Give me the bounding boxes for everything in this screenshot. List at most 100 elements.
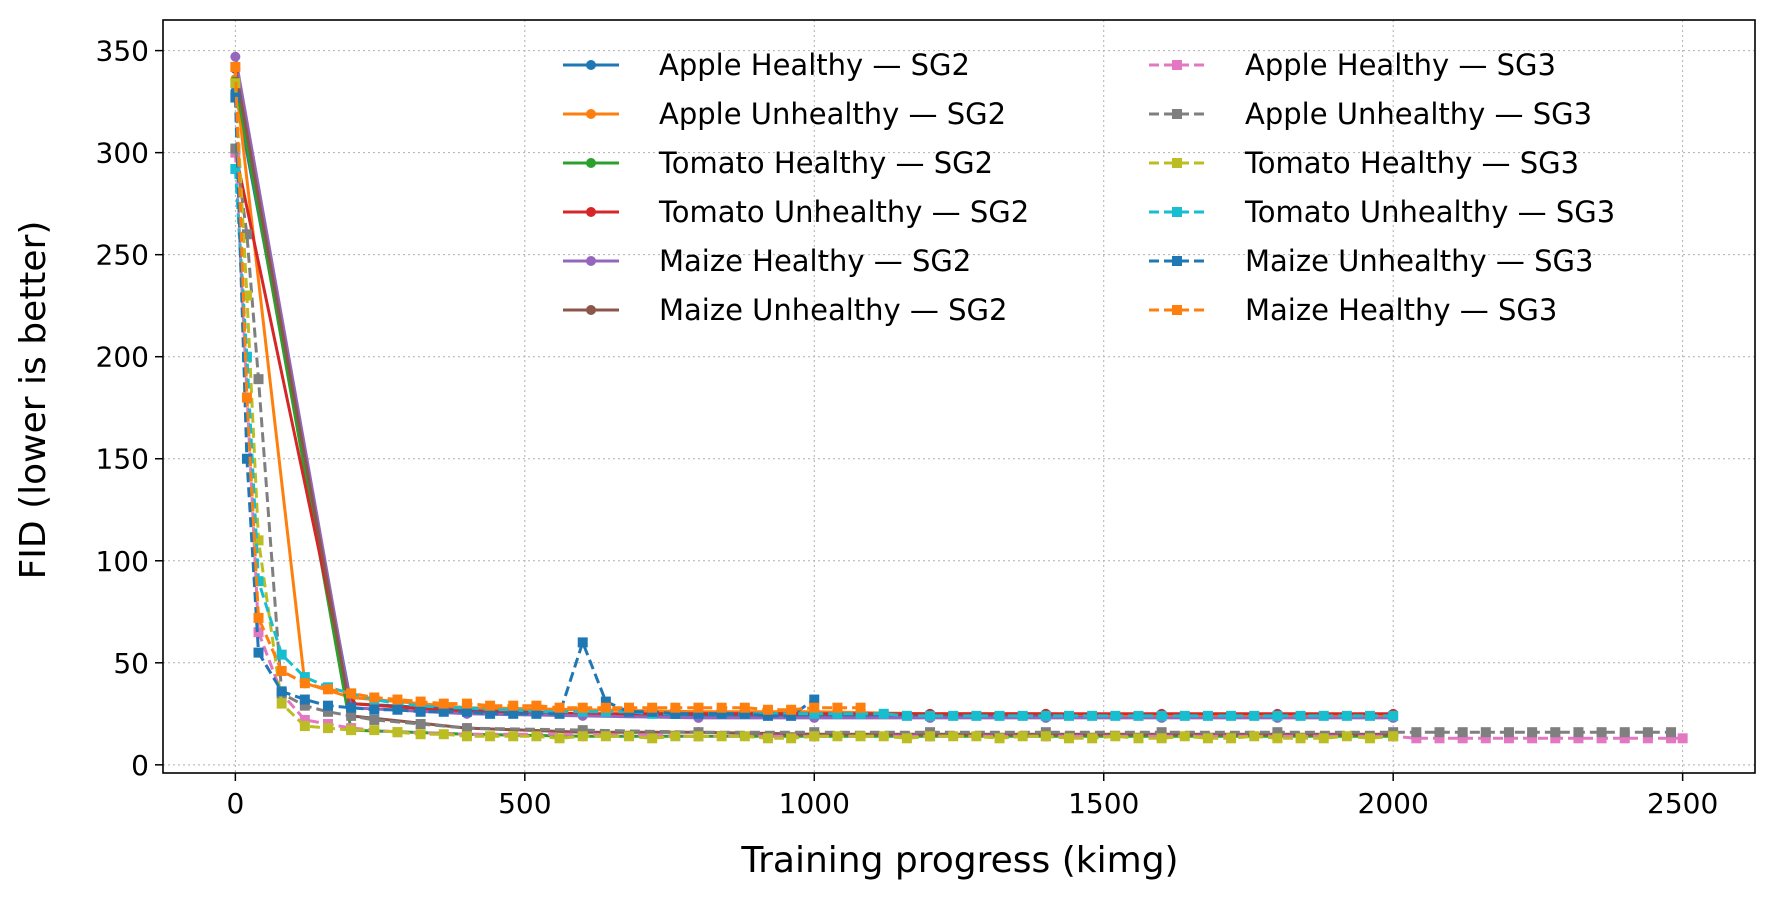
series-11: [230, 61, 866, 715]
data-point: [1388, 731, 1399, 742]
data-point: [1110, 710, 1121, 721]
data-point: [855, 708, 866, 719]
data-point: [832, 708, 843, 719]
data-point: [438, 706, 449, 717]
data-point: [461, 731, 472, 742]
data-point: [415, 729, 426, 740]
data-point: [739, 708, 750, 719]
data-point: [1434, 727, 1445, 738]
data-point: [241, 453, 252, 464]
data-point: [1666, 727, 1677, 738]
legend-swatch-marker: [1172, 158, 1182, 168]
data-point: [461, 698, 472, 709]
x-tick-label: 2000: [1358, 787, 1429, 820]
data-point: [577, 637, 588, 648]
data-point: [1133, 710, 1144, 721]
legend-label: Maize Healthy — SG2: [659, 244, 971, 278]
data-point: [1017, 731, 1028, 742]
data-point: [925, 710, 936, 721]
data-point: [1341, 731, 1352, 742]
data-point: [1457, 733, 1468, 744]
data-point: [1365, 710, 1376, 721]
data-point: [948, 710, 959, 721]
data-point: [1642, 727, 1653, 738]
y-tick-label: 50: [113, 647, 149, 680]
data-point: [1596, 727, 1607, 738]
data-point: [1110, 731, 1121, 742]
data-point: [693, 708, 704, 719]
legend-label: Maize Healthy — SG3: [1245, 293, 1557, 327]
data-point: [1619, 733, 1630, 744]
data-point: [809, 694, 820, 705]
data-point: [253, 647, 264, 658]
data-point: [1341, 710, 1352, 721]
data-point: [971, 710, 982, 721]
data-point: [1573, 727, 1584, 738]
data-point: [855, 731, 866, 742]
data-point: [322, 706, 333, 717]
data-point: [1087, 710, 1098, 721]
legend-swatch-marker: [586, 60, 596, 70]
data-point: [647, 702, 658, 713]
legend-label: Tomato Healthy — SG3: [1244, 146, 1579, 180]
data-point: [1480, 733, 1491, 744]
data-point: [392, 727, 403, 738]
data-point: [1063, 733, 1074, 744]
data-point: [670, 731, 681, 742]
data-point: [1527, 727, 1538, 738]
data-point: [230, 51, 241, 62]
legend-entry: Tomato Unhealthy — SG2: [563, 195, 1029, 229]
data-point: [739, 731, 750, 742]
data-point: [241, 290, 252, 301]
data-point: [1642, 733, 1653, 744]
data-point: [1063, 710, 1074, 721]
data-point: [253, 535, 264, 546]
data-point: [1017, 710, 1028, 721]
data-point: [276, 698, 287, 709]
data-point: [369, 704, 380, 715]
data-point: [276, 665, 287, 676]
data-point: [253, 627, 264, 638]
data-point: [230, 143, 241, 154]
legend-label: Apple Unhealthy — SG2: [659, 97, 1006, 131]
data-point: [1249, 710, 1260, 721]
y-tick-label: 100: [96, 545, 149, 578]
axis-ticks: 0 500 1000 1500 2000 2500 0 50 100 150 200 250 300 35…: [96, 35, 1719, 820]
data-point: [346, 725, 357, 736]
data-point: [1226, 710, 1237, 721]
data-point: [1272, 710, 1283, 721]
data-point: [739, 702, 750, 713]
data-point: [878, 731, 889, 742]
data-point: [1156, 710, 1167, 721]
legend-entry: Maize Unhealthy — SG3: [1149, 244, 1593, 278]
x-tick-label: 2500: [1647, 787, 1718, 820]
y-tick-label: 350: [96, 35, 149, 68]
x-tick-label: 1500: [1068, 787, 1139, 820]
legend-entry: Apple Unhealthy — SG3: [1149, 97, 1592, 131]
data-point: [461, 723, 472, 734]
data-point: [346, 710, 357, 721]
data-point: [531, 700, 542, 711]
series-line: [233, 168, 1394, 718]
series-8: [230, 78, 1399, 744]
legend-entry: Apple Unhealthy — SG2: [563, 97, 1006, 131]
data-point: [1179, 731, 1190, 742]
y-axis-label: FID (lower is better): [13, 221, 54, 580]
data-point: [299, 721, 310, 732]
data-point: [392, 704, 403, 715]
series-line: [233, 83, 1394, 740]
legend-entry: Maize Healthy — SG2: [563, 244, 971, 278]
data-point: [1434, 733, 1445, 744]
data-point: [1411, 727, 1422, 738]
data-point: [600, 696, 611, 707]
data-point: [1226, 733, 1237, 744]
data-point: [1202, 733, 1213, 744]
legend-label: Apple Unhealthy — SG3: [1245, 97, 1592, 131]
data-point: [485, 731, 496, 742]
data-point: [276, 649, 287, 660]
data-point: [1202, 710, 1213, 721]
data-point: [485, 708, 496, 719]
data-point: [832, 702, 843, 713]
data-point: [901, 733, 912, 744]
x-tick-label: 500: [498, 787, 551, 820]
